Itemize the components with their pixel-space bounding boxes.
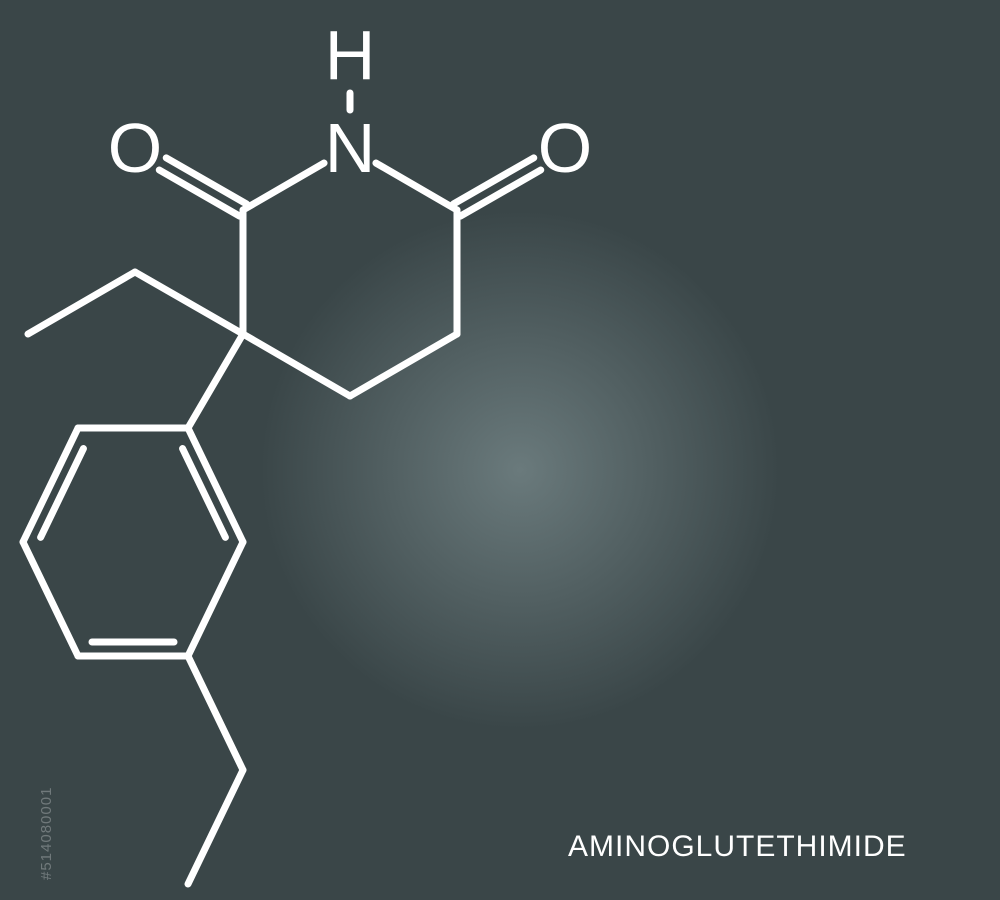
- atom-label-o: O: [108, 108, 162, 188]
- stock-id-watermark: #514080001: [38, 787, 55, 880]
- atom-label-h: H: [325, 15, 376, 95]
- atom-label-o: O: [538, 108, 592, 188]
- atom-label-n: N: [325, 108, 376, 188]
- compound-name: AMINOGLUTETHIMIDE: [568, 830, 907, 864]
- molecule-card: HN O O AMINOGLUTETHIMIDE #514080001: [0, 0, 1000, 900]
